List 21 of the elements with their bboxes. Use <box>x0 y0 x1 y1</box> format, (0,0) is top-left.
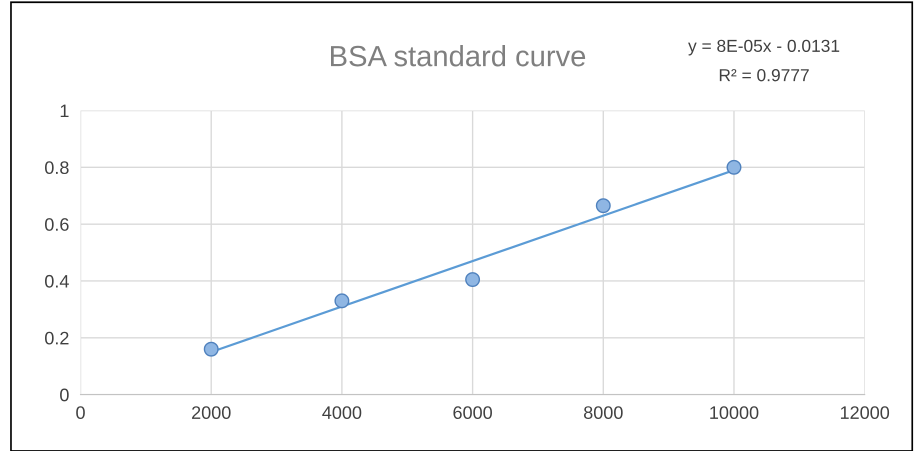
chart-title: BSA standard curve <box>331 45 586 66</box>
x-tick-label: 12000 <box>840 406 890 419</box>
y-tick-label: 0.2 <box>45 332 69 345</box>
x-tick-label: 4000 <box>322 406 362 419</box>
x-tick-label: 10000 <box>710 406 758 419</box>
y-tick-label: 1 <box>60 104 69 118</box>
y-tick-label: 0.6 <box>45 218 69 231</box>
point <box>726 160 742 175</box>
point <box>334 293 350 308</box>
text: R² = 0.9777 <box>720 69 809 82</box>
x-tick-label: 2000 <box>192 406 231 419</box>
y-tick-label: 0 <box>60 388 69 402</box>
y-tick-label: 0.4 <box>45 274 69 288</box>
y-tick-label: 0.8 <box>45 161 69 174</box>
text: y = 8E-05x - 0.0131 <box>688 40 840 56</box>
x-tick-label: 6000 <box>453 406 492 419</box>
x-tick-label: 0 <box>76 406 85 419</box>
point <box>465 272 480 288</box>
point <box>596 198 611 214</box>
point <box>204 342 219 357</box>
x-tick-label: 8000 <box>584 406 623 419</box>
